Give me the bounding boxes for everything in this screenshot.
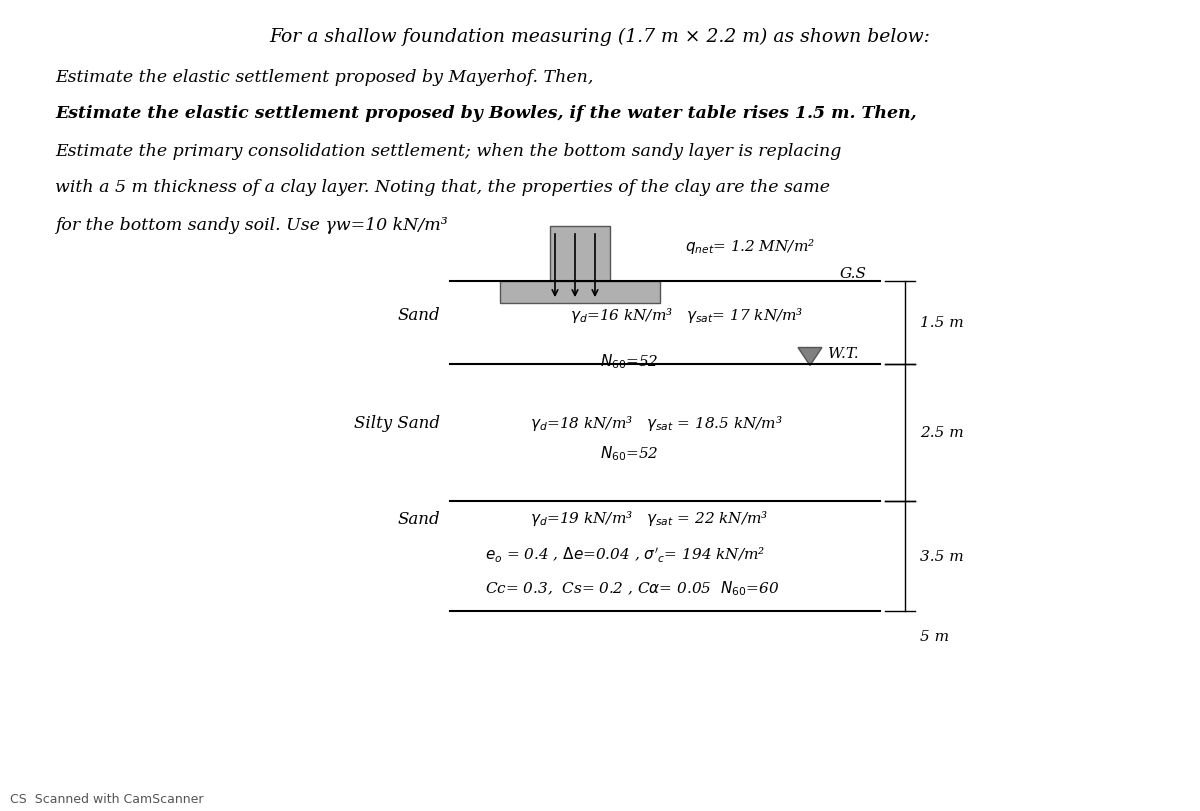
Bar bbox=[550, 227, 610, 281]
Text: Cc= 0.3,  Cs= 0.2 , C$\alpha$= 0.05  $N_{60}$=60: Cc= 0.3, Cs= 0.2 , C$\alpha$= 0.05 $N_{6… bbox=[485, 579, 779, 598]
Text: Estimate the elastic settlement proposed by Bowles, if the water table rises 1.5: Estimate the elastic settlement proposed… bbox=[55, 105, 917, 122]
Text: for the bottom sandy soil. Use γw=10 kN/m³: for the bottom sandy soil. Use γw=10 kN/… bbox=[55, 217, 448, 234]
Text: Silty Sand: Silty Sand bbox=[354, 414, 440, 431]
Text: For a shallow foundation measuring (1.7 m × 2.2 m) as shown below:: For a shallow foundation measuring (1.7 … bbox=[270, 28, 930, 46]
Text: $\gamma_d$=19 kN/m³   $\gamma_{sat}$ = 22 kN/m³: $\gamma_d$=19 kN/m³ $\gamma_{sat}$ = 22 … bbox=[530, 508, 768, 528]
Text: Sand: Sand bbox=[397, 510, 440, 527]
Text: 2.5 m: 2.5 m bbox=[920, 426, 964, 440]
Text: Estimate the primary consolidation settlement; when the bottom sandy layer is re: Estimate the primary consolidation settl… bbox=[55, 142, 841, 159]
Text: $q_{net}$= 1.2 MN/m²: $q_{net}$= 1.2 MN/m² bbox=[685, 237, 815, 256]
Text: $\gamma_d$=16 kN/m³   $\gamma_{sat}$= 17 kN/m³: $\gamma_d$=16 kN/m³ $\gamma_{sat}$= 17 k… bbox=[570, 306, 804, 324]
Text: $e_o$ = 0.4 , $\Delta e$=0.04 , $\sigma'_c$= 194 kN/m²: $e_o$ = 0.4 , $\Delta e$=0.04 , $\sigma'… bbox=[485, 545, 766, 564]
Text: W.T.: W.T. bbox=[828, 347, 859, 361]
Polygon shape bbox=[798, 348, 822, 366]
Text: CS  Scanned with CamScanner: CS Scanned with CamScanner bbox=[10, 792, 204, 805]
Text: Sand: Sand bbox=[397, 307, 440, 324]
Text: $N_{60}$=52: $N_{60}$=52 bbox=[600, 351, 659, 370]
Text: with a 5 m thickness of a clay layer. Noting that, the properties of the clay ar: with a 5 m thickness of a clay layer. No… bbox=[55, 179, 830, 196]
Text: Estimate the elastic settlement proposed by Mayerhof. Then,: Estimate the elastic settlement proposed… bbox=[55, 68, 593, 85]
Text: G.S: G.S bbox=[840, 267, 866, 281]
Bar bbox=[500, 281, 660, 303]
Text: 3.5 m: 3.5 m bbox=[920, 549, 964, 564]
Text: 1.5 m: 1.5 m bbox=[920, 315, 964, 330]
Text: $\gamma_d$=18 kN/m³   $\gamma_{sat}$ = 18.5 kN/m³: $\gamma_d$=18 kN/m³ $\gamma_{sat}$ = 18.… bbox=[530, 414, 782, 432]
Text: $N_{60}$=52: $N_{60}$=52 bbox=[600, 444, 659, 462]
Text: 5 m: 5 m bbox=[920, 629, 949, 643]
